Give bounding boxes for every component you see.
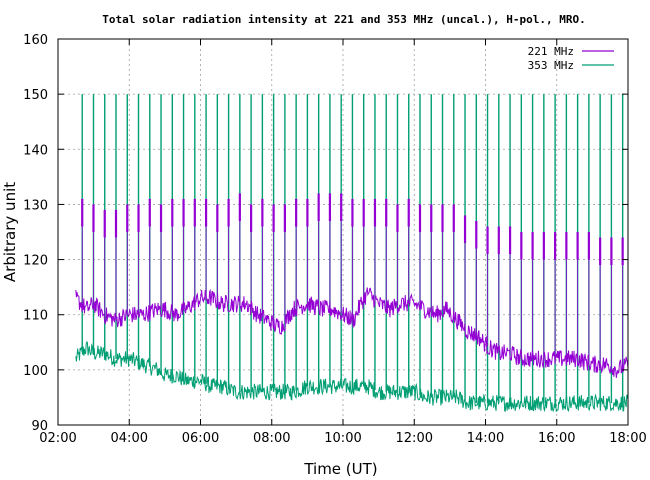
series-lines xyxy=(75,94,629,413)
chart-title: Total solar radiation intensity at 221 a… xyxy=(102,13,585,26)
y-tick-label: 120 xyxy=(23,254,48,269)
y-axis-label: Arbitrary unit xyxy=(1,182,19,282)
x-tick-label: 10:00 xyxy=(324,431,361,446)
y-tick-label: 130 xyxy=(23,198,48,213)
axis-ticks: 90 100 110 120 130 140 150 160 02:00 04:00 06:00 08… xyxy=(23,33,647,446)
legend-label-353: 353 MHz xyxy=(528,59,574,72)
series-221mhz xyxy=(75,193,629,378)
legend-label-221: 221 MHz xyxy=(528,45,574,58)
y-tick-label: 140 xyxy=(23,143,48,158)
y-tick-label: 160 xyxy=(23,33,48,48)
series-trace xyxy=(75,340,629,413)
x-tick-label: 18:00 xyxy=(609,431,646,446)
x-axis-label: Time (UT) xyxy=(303,460,377,478)
legend: 221 MHz 353 MHz xyxy=(528,45,614,72)
y-tick-label: 90 xyxy=(31,419,48,434)
x-tick-label: 06:00 xyxy=(182,431,219,446)
y-tick-label: 110 xyxy=(23,309,48,324)
grid-lines xyxy=(58,39,628,425)
x-tick-label: 12:00 xyxy=(396,431,433,446)
x-tick-label: 08:00 xyxy=(253,431,290,446)
y-tick-label: 150 xyxy=(23,88,48,103)
series-trace xyxy=(75,287,629,378)
x-tick-label: 14:00 xyxy=(467,431,504,446)
x-tick-label: 16:00 xyxy=(538,431,575,446)
y-tick-label: 100 xyxy=(23,364,48,379)
x-tick-label: 02:00 xyxy=(39,431,76,446)
x-tick-label: 04:00 xyxy=(111,431,148,446)
